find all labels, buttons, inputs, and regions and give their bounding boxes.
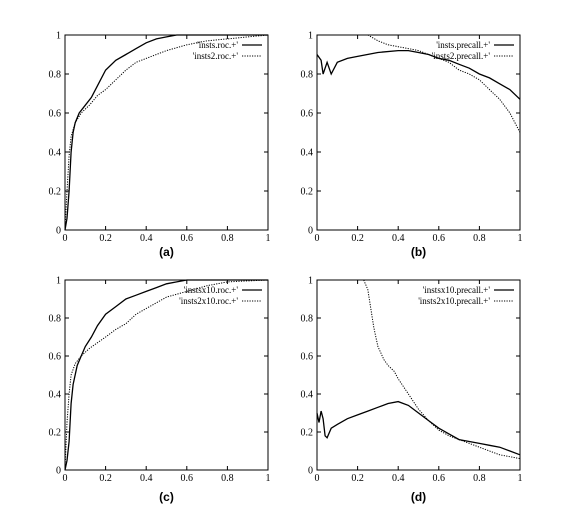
y-tick-label: 1 — [56, 31, 61, 42]
x-tick-label: 0.4 — [392, 233, 405, 244]
x-tick-label: 0.2 — [99, 233, 112, 244]
legend-label: 'insts2x10.roc.+' — [179, 296, 238, 306]
series-line-1 — [64, 34, 268, 231]
x-tick-label: 0.6 — [181, 233, 194, 244]
y-tick-label: 0.8 — [301, 70, 314, 81]
y-tick-label: 0.8 — [49, 70, 62, 81]
y-tick-label: 0.4 — [301, 390, 314, 401]
y-tick-label: 1 — [56, 276, 61, 287]
legend-label: 'insts.precall.+' — [436, 40, 490, 50]
y-tick-label: 0.2 — [49, 428, 62, 439]
legend-label: 'insts.roc.+' — [197, 40, 238, 50]
x-tick-label: 0 — [63, 233, 68, 244]
series-line-1 — [316, 49, 521, 100]
x-tick-label: 0.4 — [140, 473, 153, 484]
y-tick-label: 0 — [308, 226, 313, 237]
x-tick-label: 0 — [315, 233, 320, 244]
y-tick-label: 0 — [308, 466, 313, 477]
x-tick-label: 0.4 — [140, 233, 153, 244]
chart-panel-3: 0 0.2 0.4 0.6 0.8 1 0 0.2 0.4 0.6 0.8 1 'instsx10.ro… — [49, 276, 271, 505]
y-tick-label: 0.6 — [301, 109, 314, 120]
x-tick-label: 1 — [518, 473, 523, 484]
series-line-1 — [64, 279, 268, 471]
x-tick-label: 0.8 — [221, 473, 234, 484]
x-tick-label: 0.8 — [473, 233, 486, 244]
x-tick-label: 0.8 — [473, 473, 486, 484]
legend-label: 'insts2.roc.+' — [193, 51, 239, 61]
x-tick-label: 0.8 — [221, 233, 234, 244]
x-tick-label: 0.6 — [181, 473, 194, 484]
y-tick-label: 0.4 — [301, 148, 314, 159]
panel-caption: (c) — [159, 490, 174, 504]
chart-panel-2: 0 0.2 0.4 0.6 0.8 1 0 0.2 0.4 0.6 0.8 1 'insts.preca… — [301, 31, 523, 260]
y-tick-label: 0 — [56, 226, 61, 237]
x-tick-label: 0.6 — [433, 233, 446, 244]
x-tick-label: 0.2 — [351, 473, 364, 484]
x-tick-label: 0.4 — [392, 473, 405, 484]
y-tick-label: 0.8 — [49, 314, 62, 325]
legend-label: 'instsx10.roc.+' — [184, 285, 239, 295]
series-line-2 — [64, 279, 269, 471]
chart-panel-4: 0 0.2 0.4 0.6 0.8 1 0 0.2 0.4 0.6 0.8 1 'instsx10.pr… — [301, 276, 523, 505]
x-tick-label: 1 — [266, 473, 271, 484]
y-tick-label: 0.2 — [49, 187, 62, 198]
plot-frame — [316, 279, 521, 471]
x-tick-label: 0.2 — [351, 233, 364, 244]
y-tick-label: 0.2 — [301, 187, 314, 198]
legend-label: 'insts2x10.precall.+' — [418, 296, 490, 306]
x-tick-label: 0 — [63, 473, 68, 484]
plot-frame — [64, 34, 269, 231]
series-line-2 — [367, 34, 521, 133]
panel-caption: (b) — [411, 245, 426, 259]
legend-label: 'insts2.precall.+' — [432, 51, 491, 61]
y-tick-label: 0.4 — [49, 148, 62, 159]
series-line-2 — [363, 279, 521, 460]
series-line-1 — [316, 400, 521, 456]
x-tick-label: 1 — [518, 233, 523, 244]
chart-panel-1: 0 0.2 0.4 0.6 0.8 1 0 0.2 0.4 0.6 0.8 1 'insts.roc.+… — [49, 31, 271, 260]
panel-caption: (a) — [159, 245, 174, 259]
panel-caption: (d) — [411, 490, 426, 504]
plot-frame — [316, 34, 521, 231]
y-tick-label: 0.4 — [49, 390, 62, 401]
y-tick-label: 0.2 — [301, 428, 314, 439]
y-tick-label: 0.6 — [49, 352, 62, 363]
y-tick-label: 1 — [308, 31, 313, 42]
legend-label: 'instsx10.precall.+' — [423, 285, 491, 295]
y-tick-label: 0 — [56, 466, 61, 477]
x-tick-label: 0.6 — [433, 473, 446, 484]
series-line-2 — [64, 34, 269, 231]
y-tick-label: 0.8 — [301, 314, 314, 325]
y-tick-label: 0.6 — [301, 352, 314, 363]
y-tick-label: 1 — [308, 276, 313, 287]
y-tick-label: 0.6 — [49, 109, 62, 120]
plot-frame — [64, 279, 269, 471]
x-tick-label: 1 — [266, 233, 271, 244]
x-tick-label: 0 — [315, 473, 320, 484]
x-tick-label: 0.2 — [99, 473, 112, 484]
